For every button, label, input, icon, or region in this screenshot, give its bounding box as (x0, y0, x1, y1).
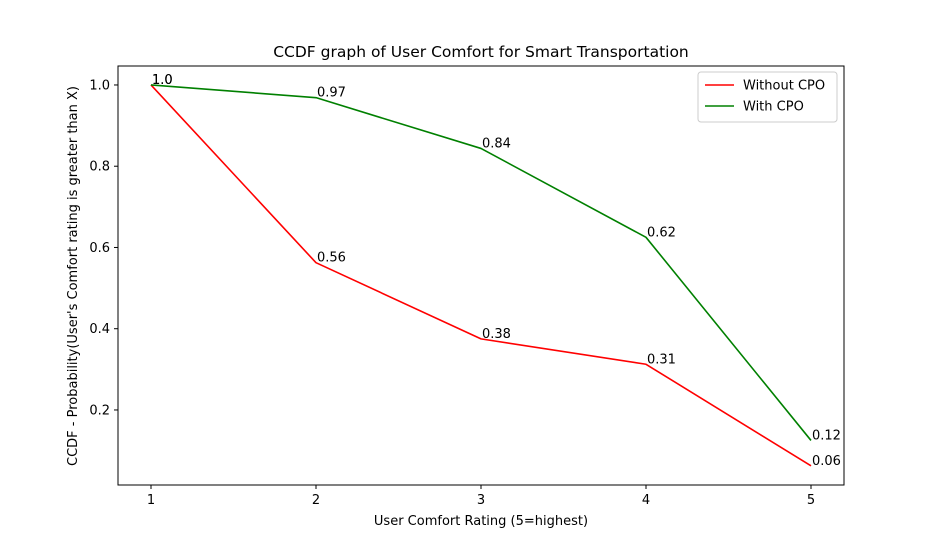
series-line-with-cpo (150, 84, 812, 441)
y-axis-label: CCDF - Probability(User's Comfort rating… (66, 86, 81, 466)
data-label-without-cpo: 1.0 (152, 73, 173, 88)
y-tick-label: 1.0 (89, 78, 110, 93)
data-label-without-cpo: 0.06 (812, 454, 841, 469)
chart-title: CCDF graph of User Comfort for Smart Tra… (273, 43, 689, 61)
legend-label-without-cpo: Without CPO (743, 79, 825, 94)
data-label-without-cpo: 0.38 (482, 327, 511, 342)
data-label-with-cpo: 0.97 (317, 86, 346, 101)
plot-frame (117, 65, 845, 486)
series-line-without-cpo (150, 84, 812, 467)
data-label-with-cpo: 0.12 (812, 428, 841, 443)
x-tick-label: 4 (642, 493, 650, 508)
x-axis-label: User Comfort Rating (5=highest) (374, 514, 588, 529)
x-tick-label: 5 (807, 493, 815, 508)
x-tick-label: 3 (477, 493, 485, 508)
data-label-with-cpo: 1.0 (152, 73, 173, 88)
y-tick-label: 0.4 (89, 322, 110, 337)
x-tick-label: 2 (312, 493, 320, 508)
data-label-without-cpo: 0.56 (317, 251, 346, 266)
data-label-without-cpo: 0.31 (647, 352, 676, 367)
data-label-with-cpo: 0.84 (482, 136, 511, 151)
x-tick-label: 1 (147, 493, 155, 508)
y-tick-label: 0.6 (89, 241, 110, 256)
y-tick-label: 0.8 (89, 160, 110, 175)
y-tick-label: 0.2 (89, 403, 110, 418)
data-label-with-cpo: 0.62 (647, 225, 676, 240)
legend-label-with-cpo: With CPO (743, 100, 804, 115)
